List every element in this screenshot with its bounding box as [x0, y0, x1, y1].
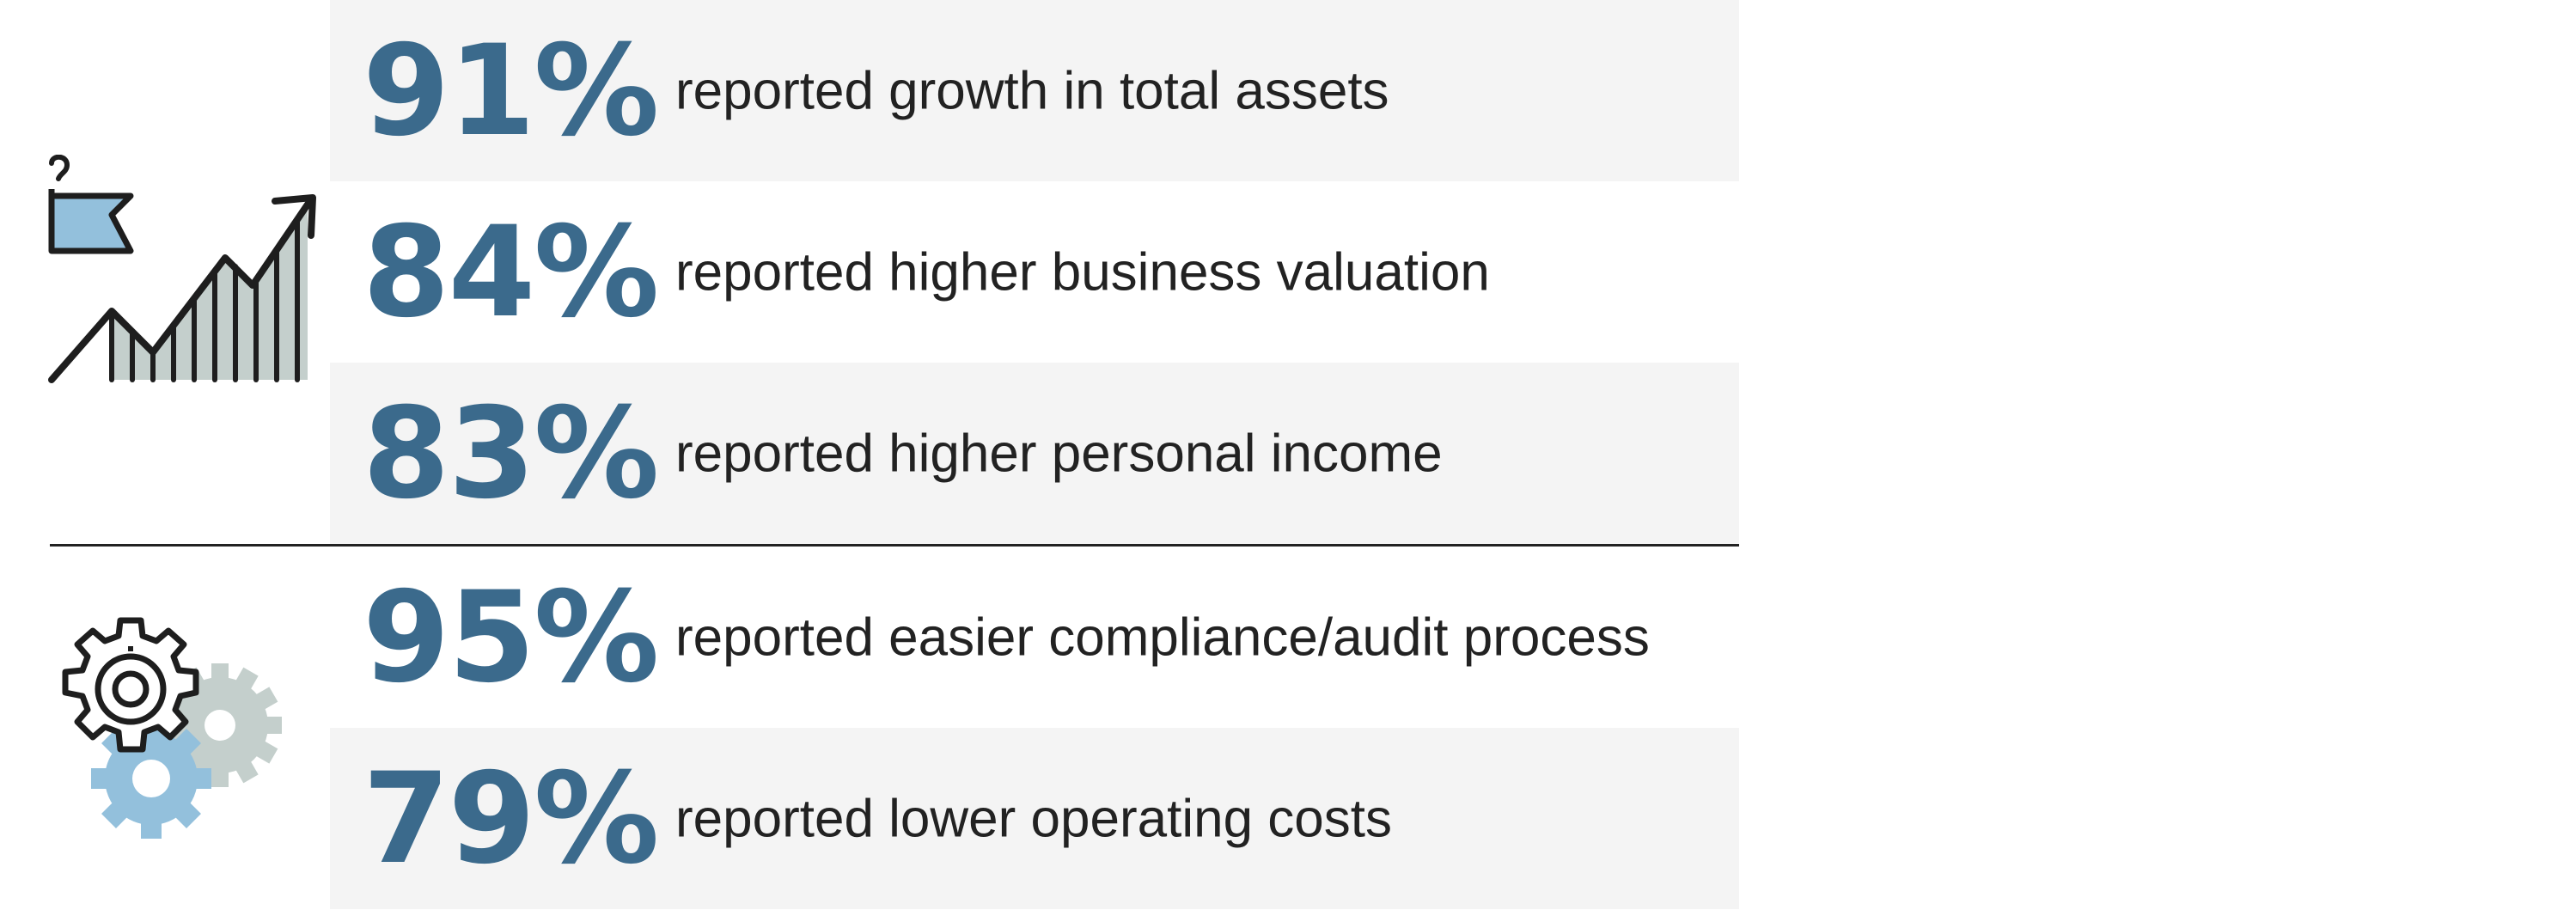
stat-value: 95% [363, 564, 659, 711]
stat-label: reported lower operating costs [675, 789, 1393, 848]
stat-row: 95% reported easier compliance/audit pro… [330, 547, 1739, 728]
growth-chart-flag-icon [26, 154, 318, 395]
stat-value: 83% [363, 380, 659, 527]
stat-row: 84% reported higher business valuation [330, 181, 1739, 363]
stat-row: 83% reported higher personal income [330, 363, 1739, 544]
stat-row: 91% reported growth in total assets [330, 0, 1739, 181]
stat-label: reported higher personal income [675, 424, 1443, 483]
stat-label: reported growth in total assets [675, 61, 1389, 120]
stat-value: 91% [363, 17, 659, 164]
stat-value: 84% [363, 198, 659, 345]
section-divider [50, 544, 1739, 547]
stat-label: reported higher business valuation [675, 242, 1490, 302]
gears-icon [52, 617, 284, 840]
stat-row: 79% reported lower operating costs [330, 728, 1739, 909]
stat-label: reported easier compliance/audit process [675, 608, 1650, 667]
stat-value: 79% [363, 745, 659, 892]
